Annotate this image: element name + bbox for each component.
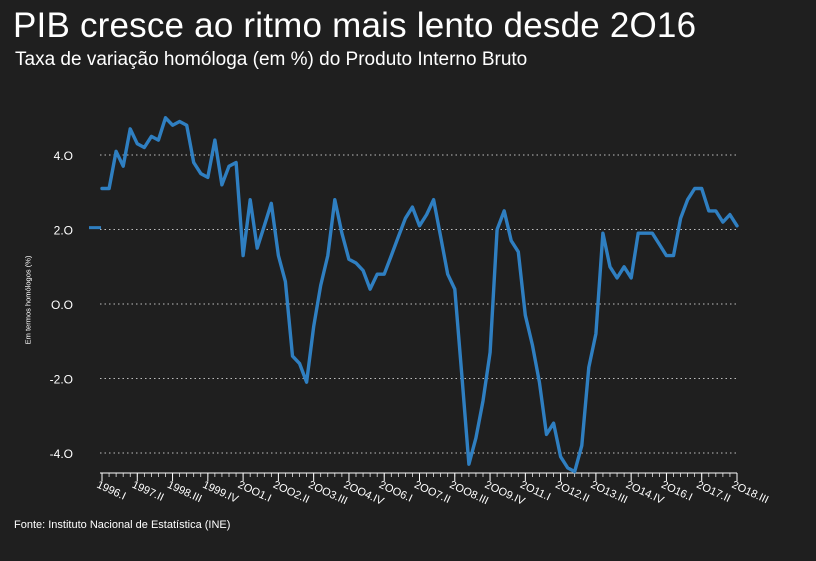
source-note: Fonte: Instituto Nacional de Estatística… bbox=[14, 519, 231, 531]
y-tick-label: 4.O bbox=[54, 149, 73, 163]
chart-title: PIB cresce ao ritmo mais lento desde 2O1… bbox=[13, 6, 697, 45]
y-tick-label: -2.O bbox=[50, 373, 73, 387]
gdp-series-line bbox=[100, 116, 739, 474]
x-tick-label: 2O16.I bbox=[659, 479, 694, 504]
x-tick-label: 2O12.II bbox=[553, 479, 591, 505]
x-tick-label: 1997.II bbox=[130, 479, 166, 504]
y-tick-label: O.O bbox=[51, 298, 73, 312]
y-tick-label: -4.O bbox=[50, 447, 73, 461]
chart-subtitle: Taxa de variação homóloga (em %) do Prod… bbox=[15, 49, 528, 70]
x-tick-label: 2OO7.II bbox=[412, 479, 452, 506]
x-tick-label: 2O18.III bbox=[730, 479, 771, 506]
x-tick-label: 2O17.II bbox=[694, 479, 732, 505]
x-tick-label: 2OO3.III bbox=[306, 479, 349, 507]
x-tick-label: 2O13.III bbox=[589, 479, 630, 506]
x-tick-label: 1996.I bbox=[95, 479, 128, 503]
x-tick-label: 1999.IV bbox=[201, 479, 241, 506]
x-tick-label: 2OO1.I bbox=[236, 479, 273, 505]
x-tick-label: 2OO2.II bbox=[271, 479, 311, 506]
x-tick-label: 2O14.IV bbox=[624, 479, 666, 507]
x-tick-label: 2OO8.III bbox=[448, 479, 491, 507]
y-tick-label: 2.O bbox=[54, 224, 73, 238]
x-tick-label: 1998.III bbox=[165, 479, 203, 505]
